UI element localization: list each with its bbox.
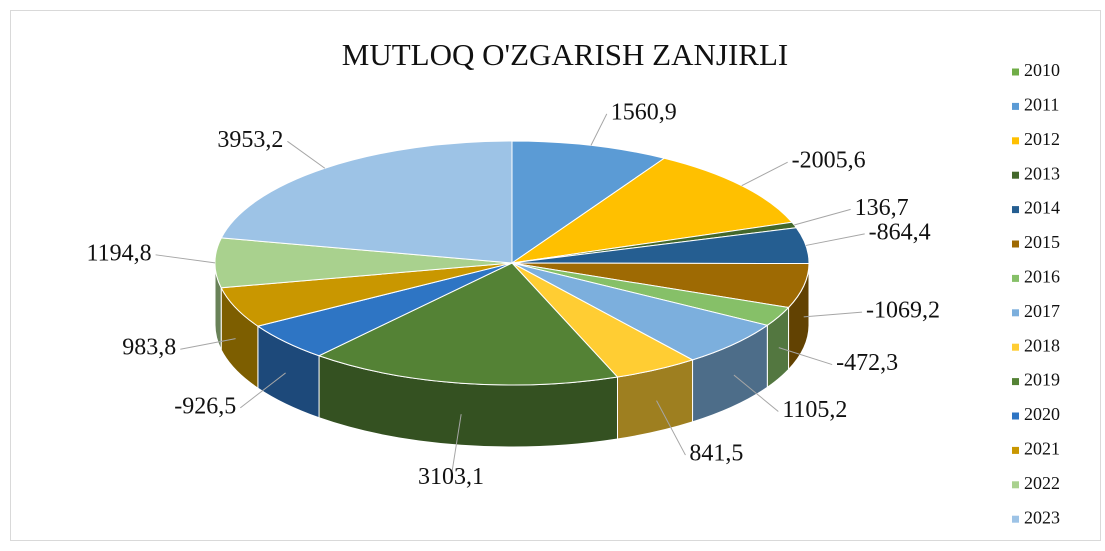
data-label: -926,5	[174, 393, 236, 419]
data-label: 983,8	[122, 335, 176, 361]
legend-swatch	[1012, 344, 1019, 351]
legend-swatch	[1012, 137, 1019, 144]
legend-swatch	[1012, 69, 1019, 76]
legend-label: 2020	[1024, 404, 1060, 424]
data-label: -864,4	[869, 219, 931, 245]
data-label: -472,3	[836, 350, 898, 376]
data-label: 136,7	[855, 195, 909, 221]
legend-label: 2019	[1024, 370, 1060, 390]
data-label: -2005,6	[792, 148, 866, 174]
data-label: 3953,2	[217, 127, 283, 153]
legend-swatch	[1012, 413, 1019, 420]
data-label: 841,5	[689, 441, 743, 467]
legend-label: 2016	[1024, 267, 1060, 287]
legend-swatch	[1012, 241, 1019, 248]
data-label: 1560,9	[611, 99, 677, 125]
chart-title: MUTLOQ O'ZGARISH ZANJIRLI	[342, 37, 788, 72]
legend-swatch	[1012, 172, 1019, 179]
legend-swatch	[1012, 516, 1019, 523]
legend-label: 2021	[1024, 439, 1060, 459]
legend-label: 2023	[1024, 507, 1060, 527]
legend-swatch	[1012, 447, 1019, 454]
data-label: 1105,2	[782, 397, 847, 423]
legend-swatch	[1012, 309, 1019, 316]
legend-label: 2011	[1024, 95, 1059, 115]
legend-label: 2013	[1024, 163, 1060, 183]
data-label: -1069,2	[866, 298, 940, 324]
legend-swatch	[1012, 103, 1019, 110]
legend-label: 2012	[1024, 129, 1060, 149]
legend-swatch	[1012, 206, 1019, 213]
legend-label: 2014	[1024, 198, 1060, 218]
legend-label: 2015	[1024, 232, 1060, 252]
legend-label: 2017	[1024, 301, 1060, 321]
legend-label: 2018	[1024, 335, 1060, 355]
data-label: 1194,8	[86, 240, 151, 266]
legend-swatch	[1012, 481, 1019, 488]
legend-swatch	[1012, 378, 1019, 385]
data-label: 3103,1	[418, 464, 484, 490]
legend-label: 2010	[1024, 60, 1060, 80]
legend-label: 2022	[1024, 473, 1060, 493]
legend-swatch	[1012, 275, 1019, 282]
